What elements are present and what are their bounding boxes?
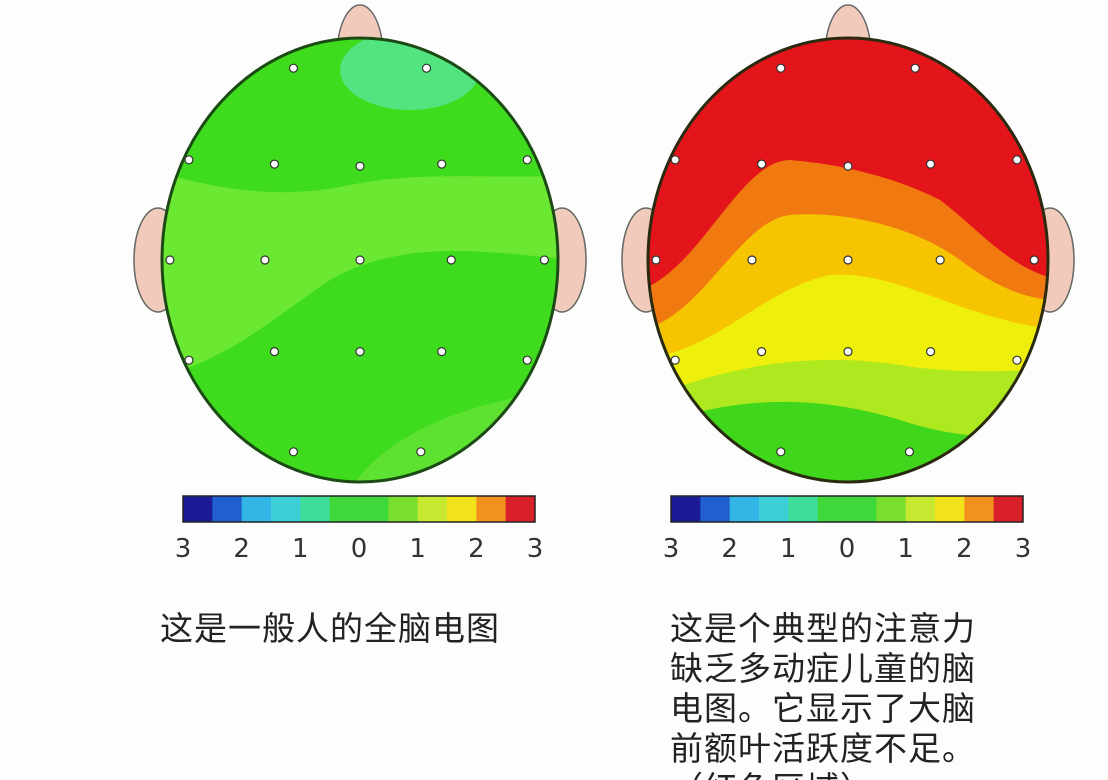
colorbar-tick-label: 2 <box>233 534 250 564</box>
colorbar-segment <box>876 496 907 522</box>
electrode <box>269 347 280 357</box>
colorbar-segment <box>935 496 965 522</box>
colorbar-segment <box>700 496 731 522</box>
electrode <box>670 355 680 365</box>
colorbar-segment <box>359 496 389 522</box>
electrode <box>1012 355 1022 365</box>
colorbar-segment <box>505 496 536 522</box>
electrode <box>935 255 945 265</box>
colorbar-frame <box>670 495 1024 523</box>
colorbar-tick-label: 0 <box>351 534 368 564</box>
electrode <box>165 255 175 265</box>
colorbar-segment <box>847 496 877 522</box>
colorbar-tick-label: 1 <box>292 534 309 564</box>
normal-eeg-head <box>133 4 587 484</box>
electrode <box>776 63 786 73</box>
electrode <box>288 447 299 457</box>
electrode <box>522 155 532 165</box>
colorbar-tick-label: 3 <box>175 534 192 564</box>
electrode <box>437 347 447 357</box>
colorbar-segment <box>905 496 936 522</box>
caption-line: 缺乏多动症儿童的脑 <box>670 649 976 688</box>
colorbar-tick-label: 3 <box>1015 534 1032 564</box>
electrode <box>437 159 447 169</box>
electrodes <box>165 63 1039 457</box>
colorbar-segment <box>388 496 419 522</box>
colorbar-frame <box>182 495 536 523</box>
electrode <box>355 347 365 357</box>
electrode <box>260 255 270 265</box>
colorbar-segment <box>729 496 760 522</box>
electrode <box>416 447 426 457</box>
colorbar-tick-label: 1 <box>780 534 797 564</box>
electrode <box>843 347 853 357</box>
electrode <box>756 159 767 169</box>
electrode <box>925 347 936 357</box>
colorbar-segment <box>993 496 1024 522</box>
electrode <box>269 159 280 169</box>
colorbar-tick-label: 2 <box>468 534 485 564</box>
colorbar-tick-label: 2 <box>956 534 973 564</box>
electrode <box>670 155 680 165</box>
electrode <box>843 161 853 171</box>
caption-line: 这是个典型的注意力 <box>670 609 976 648</box>
colorbars: 3 2 1 0 1 2 3 3 2 1 0 1 2 3 <box>175 495 1032 564</box>
electrode <box>904 447 915 457</box>
electrode <box>288 63 299 73</box>
colorbar-tick-label: 3 <box>663 534 680 564</box>
electrode <box>539 255 549 265</box>
electrode <box>776 447 786 457</box>
adhd-eeg-head <box>621 4 1075 484</box>
colorbar-segment <box>476 496 507 522</box>
colorbar-tick-label: 0 <box>839 534 856 564</box>
colorbar-segment <box>417 496 448 522</box>
colorbar-segment <box>964 496 995 522</box>
colorbar-segment <box>329 496 360 522</box>
electrode <box>651 255 661 265</box>
colorbar-segment <box>671 496 701 522</box>
caption-line: 前额叶活跃度不足。 <box>670 729 976 768</box>
colorbar-segment <box>759 496 789 522</box>
caption: 这是一般人的全脑电图 <box>160 609 500 648</box>
colorbar-segment <box>183 496 213 522</box>
colorbar-segment <box>447 496 477 522</box>
electrode <box>355 255 365 265</box>
colorbar-tick-label: 1 <box>409 534 426 564</box>
caption-line: （红色区域） <box>670 769 874 780</box>
colorbar-segment <box>788 496 819 522</box>
electrode <box>910 63 920 73</box>
electrode <box>421 63 432 73</box>
electrode <box>1012 155 1022 165</box>
colorbar-segment <box>212 496 243 522</box>
electrode <box>843 255 853 265</box>
colorbar-tick-label: 1 <box>897 534 914 564</box>
electrode <box>1029 255 1039 265</box>
electrode <box>747 255 757 265</box>
colorbar-segment <box>300 496 331 522</box>
electrode <box>522 355 532 365</box>
electrode <box>756 347 767 357</box>
caption-line: 电图。它显示了大脑 <box>670 689 976 728</box>
electrode <box>446 255 456 265</box>
electrode <box>184 155 194 165</box>
colorbar-segment <box>271 496 301 522</box>
electrode <box>355 161 365 171</box>
colorbar-segment <box>241 496 272 522</box>
electrode <box>184 355 194 365</box>
colorbar-segment <box>817 496 848 522</box>
electrode <box>925 159 936 169</box>
colorbar-tick-label: 2 <box>721 534 738 564</box>
colorbar-tick-label: 3 <box>527 534 544 564</box>
